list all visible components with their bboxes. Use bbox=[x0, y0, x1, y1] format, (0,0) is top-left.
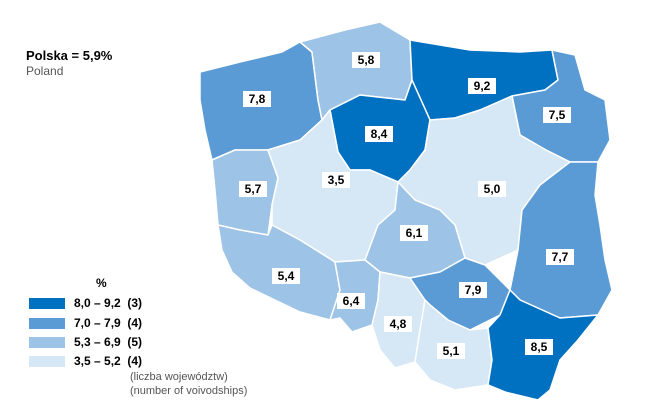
legend-label: 8,0 – 9,2 (3) bbox=[74, 296, 143, 310]
value-lubuskie: 5,7 bbox=[245, 182, 262, 196]
value-zachodniopomorskie: 7,8 bbox=[249, 92, 266, 106]
legend-row-1: 8,0 – 9,2 (3) bbox=[28, 296, 142, 310]
legend-row-2: 7,0 – 7,9 (4) bbox=[28, 316, 142, 330]
legend-swatch bbox=[28, 316, 66, 330]
value-podkarpackie: 8,5 bbox=[531, 340, 548, 354]
value-opolskie: 6,4 bbox=[343, 294, 360, 308]
label-podlaskie: 7,5 bbox=[543, 107, 571, 123]
map-title: Polska = 5,9% bbox=[26, 48, 113, 63]
value-swietokrzyskie: 7,9 bbox=[465, 283, 482, 297]
legend-swatch bbox=[28, 354, 66, 368]
legend-note-pl: (liczba województw) bbox=[130, 371, 228, 383]
label-lubuskie: 5,7 bbox=[239, 181, 267, 197]
label-swietokrzyskie: 7,9 bbox=[459, 282, 487, 298]
label-podkarpackie: 8,5 bbox=[525, 339, 553, 355]
legend-label: 5,3 – 6,9 (5) bbox=[74, 335, 143, 349]
legend-label: 7,0 – 7,9 (4) bbox=[74, 316, 143, 330]
label-pomorskie: 5,8 bbox=[352, 52, 380, 68]
legend-row-3: 5,3 – 6,9 (5) bbox=[28, 335, 142, 349]
value-lubelskie: 7,7 bbox=[552, 250, 569, 264]
value-dolnoslaskie: 5,4 bbox=[278, 269, 295, 283]
value-malopolskie: 5,1 bbox=[443, 344, 460, 358]
label-warminsko-mazurskie: 9,2 bbox=[468, 78, 496, 94]
value-pomorskie: 5,8 bbox=[358, 53, 375, 67]
value-wielkopolskie: 3,5 bbox=[328, 173, 345, 187]
label-opolskie: 6,4 bbox=[337, 293, 365, 309]
label-lubelskie: 7,7 bbox=[546, 249, 574, 265]
label-lodzkie: 6,1 bbox=[400, 225, 428, 241]
value-warminsko-mazurskie: 9,2 bbox=[474, 79, 491, 93]
label-malopolskie: 5,1 bbox=[437, 343, 465, 359]
label-slaskie: 4,8 bbox=[384, 316, 412, 332]
map-subtitle: Poland bbox=[26, 64, 64, 78]
label-wielkopolskie: 3,5 bbox=[322, 172, 350, 188]
value-mazowieckie: 5,0 bbox=[484, 182, 501, 196]
legend-swatch bbox=[28, 296, 66, 310]
value-lodzkie: 6,1 bbox=[406, 226, 423, 240]
value-podlaskie: 7,5 bbox=[549, 108, 566, 122]
label-zachodniopomorskie: 7,8 bbox=[243, 91, 271, 107]
legend-note-en: (number of voivodships) bbox=[130, 385, 248, 397]
label-mazowieckie: 5,0 bbox=[478, 181, 506, 197]
legend-unit: % bbox=[96, 276, 107, 290]
label-dolnoslaskie: 5,4 bbox=[272, 268, 300, 284]
legend-swatch bbox=[28, 335, 66, 349]
legend-label: 3,5 – 5,2 (4) bbox=[74, 354, 143, 368]
value-slaskie: 4,8 bbox=[390, 317, 407, 331]
legend-row-4: 3,5 – 5,2 (4) bbox=[28, 354, 142, 368]
value-kujawsko-pomorskie: 8,4 bbox=[371, 127, 388, 141]
label-kujawsko-pomorskie: 8,4 bbox=[365, 126, 393, 142]
